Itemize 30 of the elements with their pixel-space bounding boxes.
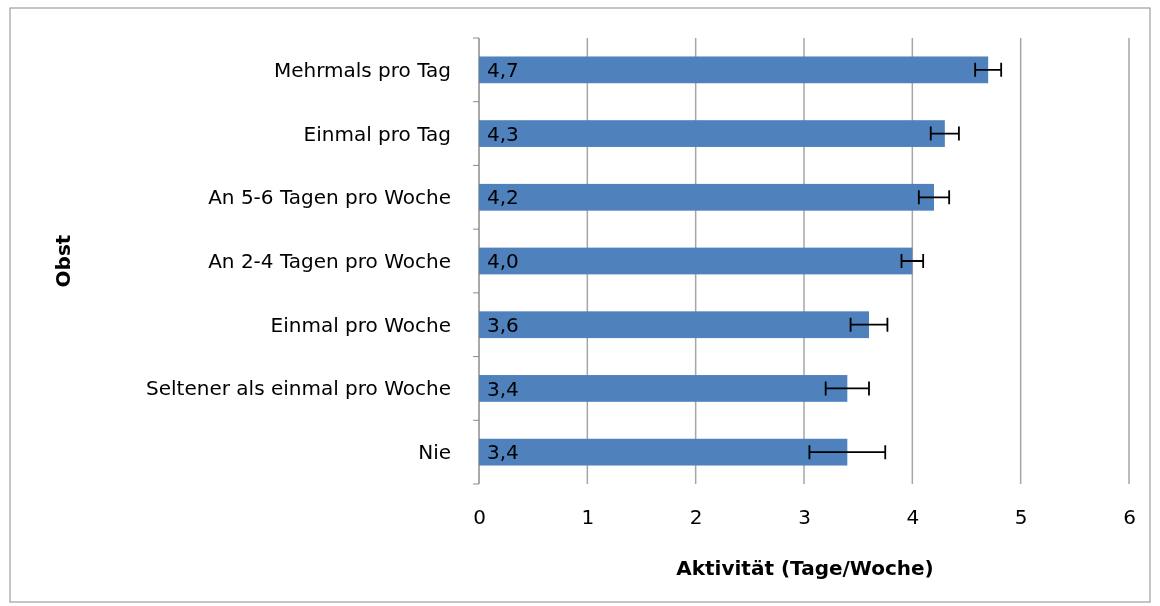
data-label: 3,4 bbox=[487, 376, 519, 401]
x-tick-label: 0 bbox=[473, 505, 486, 530]
data-label: 4,0 bbox=[487, 249, 519, 274]
y-tick-label: Mehrmals pro Tag bbox=[273, 57, 451, 82]
bar bbox=[479, 183, 934, 211]
y-tick-label: Einmal pro Tag bbox=[303, 121, 451, 146]
y-tick-label: Seltener als einmal pro Woche bbox=[146, 376, 451, 401]
data-label: 4,2 bbox=[487, 185, 519, 210]
data-label: 3,4 bbox=[487, 440, 519, 465]
bar bbox=[479, 375, 848, 402]
bar bbox=[479, 56, 989, 84]
bar bbox=[479, 311, 869, 339]
bar bbox=[479, 247, 913, 275]
data-label: 4,7 bbox=[487, 58, 519, 83]
x-tick-label: 2 bbox=[689, 505, 703, 530]
x-tick-label: 1 bbox=[581, 505, 595, 530]
y-tick-label: Einmal pro Woche bbox=[270, 312, 451, 337]
x-tick-label: 4 bbox=[906, 505, 920, 530]
x-axis-title: Aktivität (Tage/Woche) bbox=[676, 556, 934, 580]
x-tick-label: 6 bbox=[1123, 505, 1136, 530]
x-tick-label: 3 bbox=[798, 505, 811, 530]
y-axis-title: Obst bbox=[51, 234, 75, 288]
y-tick-label: An 2-4 Tagen pro Woche bbox=[208, 249, 451, 273]
y-tick-label: An 5-6 Tagen pro Woche bbox=[208, 185, 451, 210]
data-label: 3,6 bbox=[487, 312, 519, 337]
x-tick-label: 5 bbox=[1014, 505, 1028, 530]
bar bbox=[479, 120, 945, 147]
y-tick-label: Nie bbox=[418, 440, 451, 465]
data-label: 4,3 bbox=[487, 121, 519, 146]
bar bbox=[479, 438, 848, 466]
